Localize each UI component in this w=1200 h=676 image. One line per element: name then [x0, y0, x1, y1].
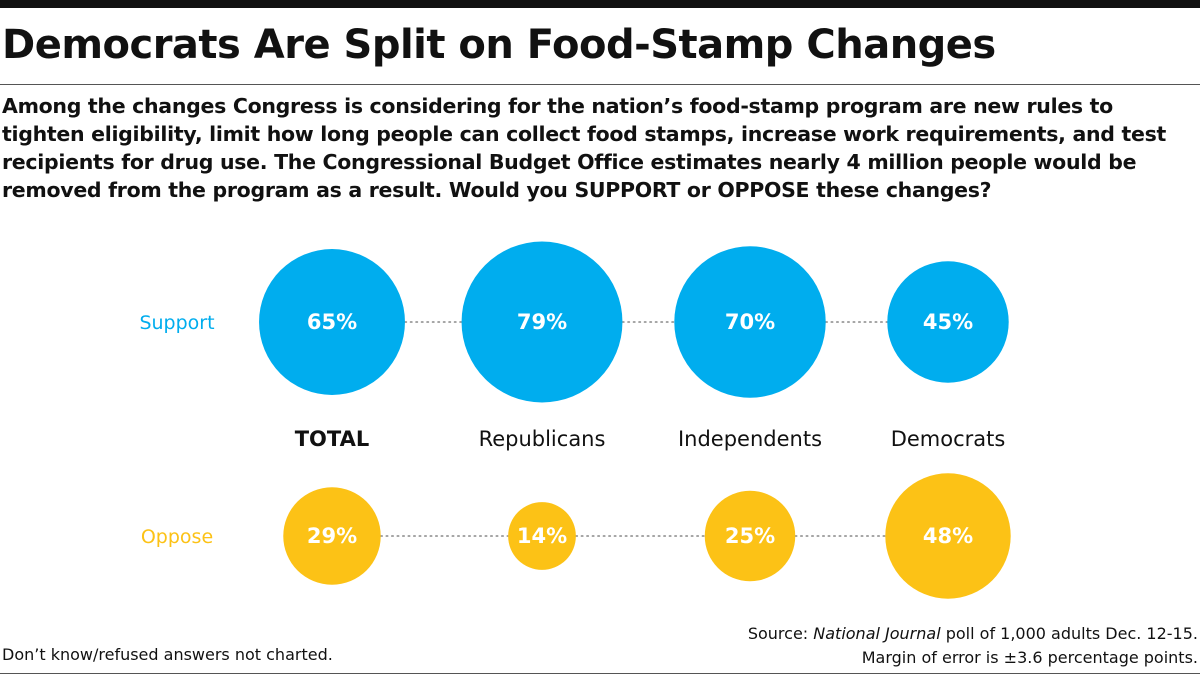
bottom-rule [0, 673, 1200, 674]
oppose-row-label: Oppose [141, 526, 213, 548]
support-row-label: Support [139, 312, 214, 334]
source-name: National Journal [813, 624, 941, 643]
question-support: SUPPORT [574, 178, 681, 202]
oppose-bubble-total [283, 487, 381, 585]
support-value-total: 65% [307, 310, 357, 334]
oppose-value-republicans: 14% [517, 524, 567, 548]
support-bubble-independents [674, 246, 826, 398]
group-label-independents: Independents [678, 427, 822, 451]
oppose-bubble-democrats [885, 473, 1011, 599]
question-text: Among the changes Congress is considerin… [2, 94, 1166, 202]
top-rule [0, 0, 1200, 8]
source-block: Source: National Journal poll of 1,000 a… [748, 622, 1198, 670]
support-bubble-democrats [887, 261, 1009, 383]
group-label-democrats: Democrats [891, 427, 1006, 451]
oppose-value-democrats: 48% [923, 524, 973, 548]
source-line: Source: National Journal poll of 1,000 a… [748, 622, 1198, 646]
support-value-republicans: 79% [517, 310, 567, 334]
question-oppose: OPPOSE [717, 178, 810, 202]
title-rule [0, 84, 1200, 85]
support-value-independents: 70% [725, 310, 775, 334]
survey-question: Among the changes Congress is considerin… [2, 92, 1198, 204]
oppose-bubble-independents [704, 490, 796, 582]
question-or: or [680, 178, 718, 202]
group-label-total: TOTAL [295, 427, 370, 451]
oppose-value-independents: 25% [725, 524, 775, 548]
footnote: Don’t know/refused answers not charted. [2, 645, 333, 664]
source-suffix: poll of 1,000 adults Dec. 12-15. [940, 624, 1198, 643]
support-bubble-total [259, 249, 405, 395]
chart-title: Democrats Are Split on Food-Stamp Change… [2, 22, 996, 68]
support-value-democrats: 45% [923, 310, 973, 334]
group-label-republicans: Republicans [479, 427, 606, 451]
question-suffix: these changes? [809, 178, 992, 202]
oppose-bubble-republicans [508, 502, 576, 570]
source-prefix: Source: [747, 624, 814, 643]
support-bubble-republicans [461, 241, 623, 403]
oppose-value-total: 29% [307, 524, 357, 548]
margin-of-error: Margin of error is ±3.6 percentage point… [861, 648, 1198, 667]
